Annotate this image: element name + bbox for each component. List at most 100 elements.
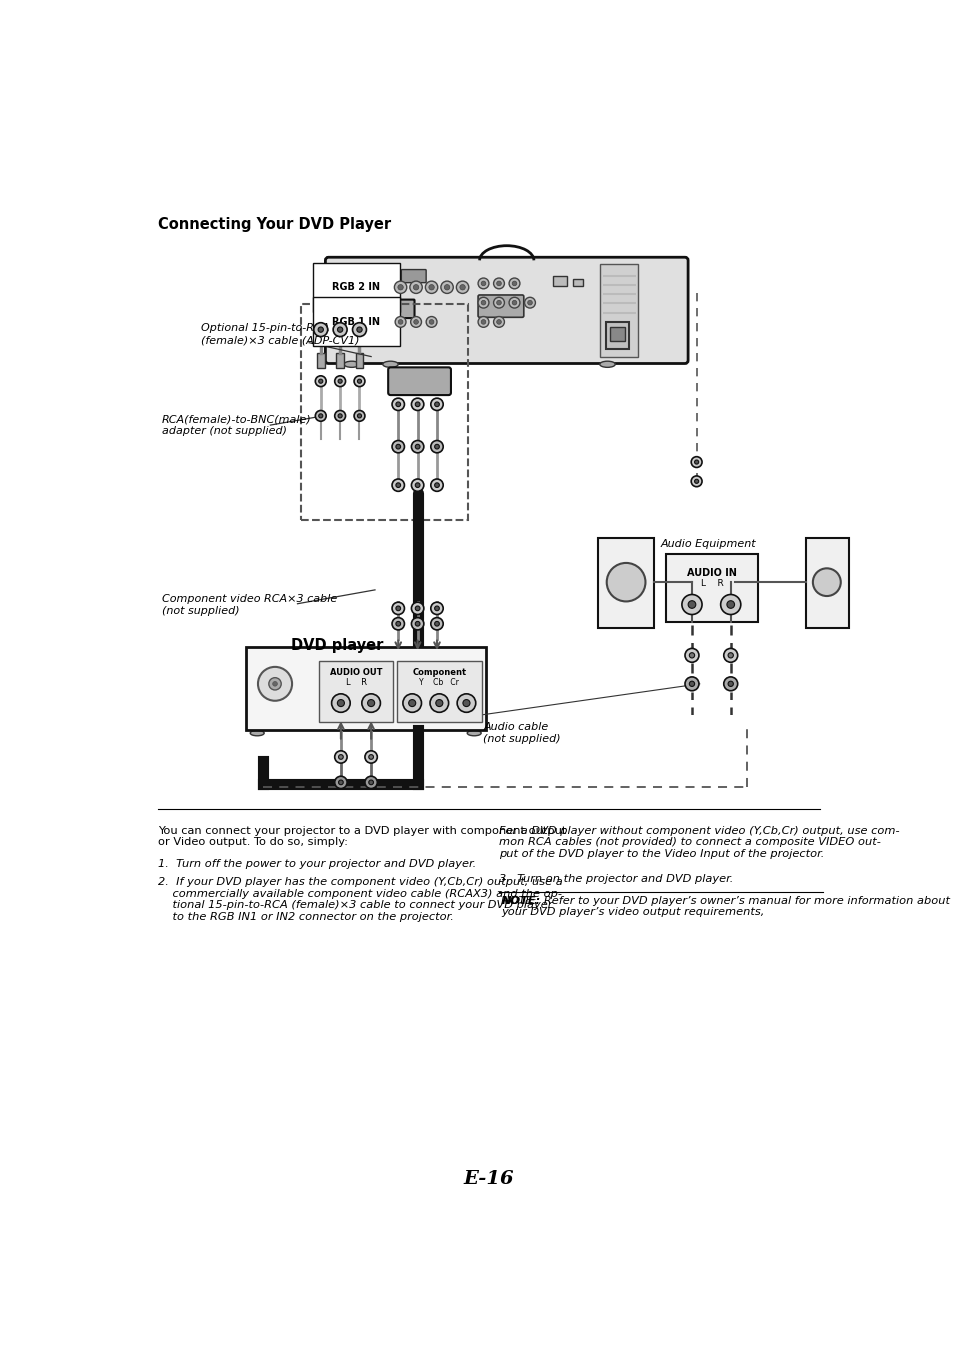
Circle shape	[415, 483, 419, 488]
Bar	[605, 322, 629, 349]
Text: 1.  Turn off the power to your projector and DVD player.: 1. Turn off the power to your projector …	[158, 859, 476, 868]
FancyBboxPatch shape	[388, 368, 451, 395]
Circle shape	[411, 617, 423, 630]
Bar	[666, 554, 757, 623]
Text: Audio cable
(not supplied): Audio cable (not supplied)	[483, 723, 560, 744]
Circle shape	[411, 441, 423, 453]
Circle shape	[395, 402, 400, 407]
Circle shape	[435, 445, 439, 449]
Circle shape	[524, 298, 535, 309]
Circle shape	[429, 319, 434, 325]
Circle shape	[480, 319, 485, 325]
Circle shape	[681, 594, 701, 615]
Circle shape	[477, 278, 488, 288]
Circle shape	[527, 301, 532, 305]
Bar	[805, 538, 847, 628]
Circle shape	[395, 621, 400, 625]
Circle shape	[687, 601, 695, 608]
Circle shape	[357, 379, 361, 383]
Bar	[245, 647, 485, 731]
Circle shape	[727, 681, 733, 686]
Text: 2.  If your DVD player has the component video (Y,Cb,Cr) output, use a
    comme: 2. If your DVD player has the component …	[158, 878, 562, 922]
Ellipse shape	[467, 731, 480, 736]
Circle shape	[429, 284, 434, 290]
Circle shape	[392, 603, 404, 615]
Circle shape	[480, 301, 485, 305]
Bar	[396, 661, 481, 723]
Circle shape	[365, 776, 377, 789]
Circle shape	[335, 776, 347, 789]
Ellipse shape	[344, 361, 359, 368]
Circle shape	[332, 694, 350, 712]
Circle shape	[497, 319, 500, 325]
FancyBboxPatch shape	[401, 270, 426, 283]
Circle shape	[477, 298, 488, 309]
Circle shape	[337, 414, 342, 418]
Circle shape	[335, 376, 345, 387]
Circle shape	[413, 284, 418, 290]
Circle shape	[425, 282, 437, 294]
FancyBboxPatch shape	[477, 295, 523, 317]
Circle shape	[411, 603, 423, 615]
Circle shape	[333, 322, 347, 337]
Circle shape	[493, 278, 504, 288]
Circle shape	[353, 322, 366, 337]
Circle shape	[694, 460, 698, 464]
Circle shape	[435, 621, 439, 625]
Circle shape	[395, 445, 400, 449]
Circle shape	[395, 317, 406, 328]
Circle shape	[684, 648, 699, 662]
Text: RCA(female)-to-BNC(male)
adapter (not supplied): RCA(female)-to-BNC(male) adapter (not su…	[162, 414, 312, 435]
Circle shape	[338, 780, 343, 785]
Bar	[319, 661, 393, 723]
Circle shape	[456, 282, 468, 294]
Circle shape	[497, 301, 500, 305]
Circle shape	[493, 317, 504, 328]
Circle shape	[694, 480, 698, 484]
Circle shape	[462, 700, 470, 706]
Circle shape	[691, 476, 701, 487]
FancyBboxPatch shape	[377, 299, 415, 318]
Circle shape	[410, 282, 422, 294]
Circle shape	[435, 402, 439, 407]
Circle shape	[257, 667, 292, 701]
Circle shape	[456, 694, 476, 712]
Circle shape	[691, 457, 701, 468]
Circle shape	[606, 563, 645, 601]
Circle shape	[440, 282, 453, 294]
Circle shape	[410, 317, 421, 328]
Circle shape	[431, 603, 443, 615]
Circle shape	[365, 751, 377, 763]
Circle shape	[269, 678, 281, 690]
Circle shape	[335, 751, 347, 763]
Circle shape	[480, 282, 485, 286]
Circle shape	[431, 617, 443, 630]
Circle shape	[411, 479, 423, 491]
Text: RGB 1 IN: RGB 1 IN	[332, 317, 380, 328]
Circle shape	[477, 317, 488, 328]
Circle shape	[411, 398, 423, 411]
Circle shape	[689, 652, 694, 658]
Bar	[316, 353, 324, 368]
Text: NOTE:  Refer to your DVD player’s owner’s manual for more information about
your: NOTE: Refer to your DVD player’s owner’s…	[500, 895, 949, 917]
Circle shape	[315, 411, 326, 421]
Ellipse shape	[599, 361, 615, 368]
Circle shape	[397, 319, 402, 325]
Text: L    R: L R	[345, 678, 366, 686]
Text: DVD player: DVD player	[291, 638, 383, 652]
Bar	[301, 305, 468, 520]
Circle shape	[317, 328, 323, 332]
Circle shape	[812, 569, 840, 596]
Circle shape	[314, 322, 328, 337]
Circle shape	[684, 677, 699, 690]
Circle shape	[392, 441, 404, 453]
Circle shape	[337, 700, 344, 706]
Circle shape	[408, 700, 416, 706]
Circle shape	[338, 755, 343, 759]
Circle shape	[430, 694, 448, 712]
Circle shape	[318, 414, 322, 418]
Circle shape	[723, 648, 737, 662]
Circle shape	[435, 483, 439, 488]
Circle shape	[493, 298, 504, 309]
Text: You can connect your projector to a DVD player with component output
or Video ou: You can connect your projector to a DVD …	[158, 825, 566, 847]
